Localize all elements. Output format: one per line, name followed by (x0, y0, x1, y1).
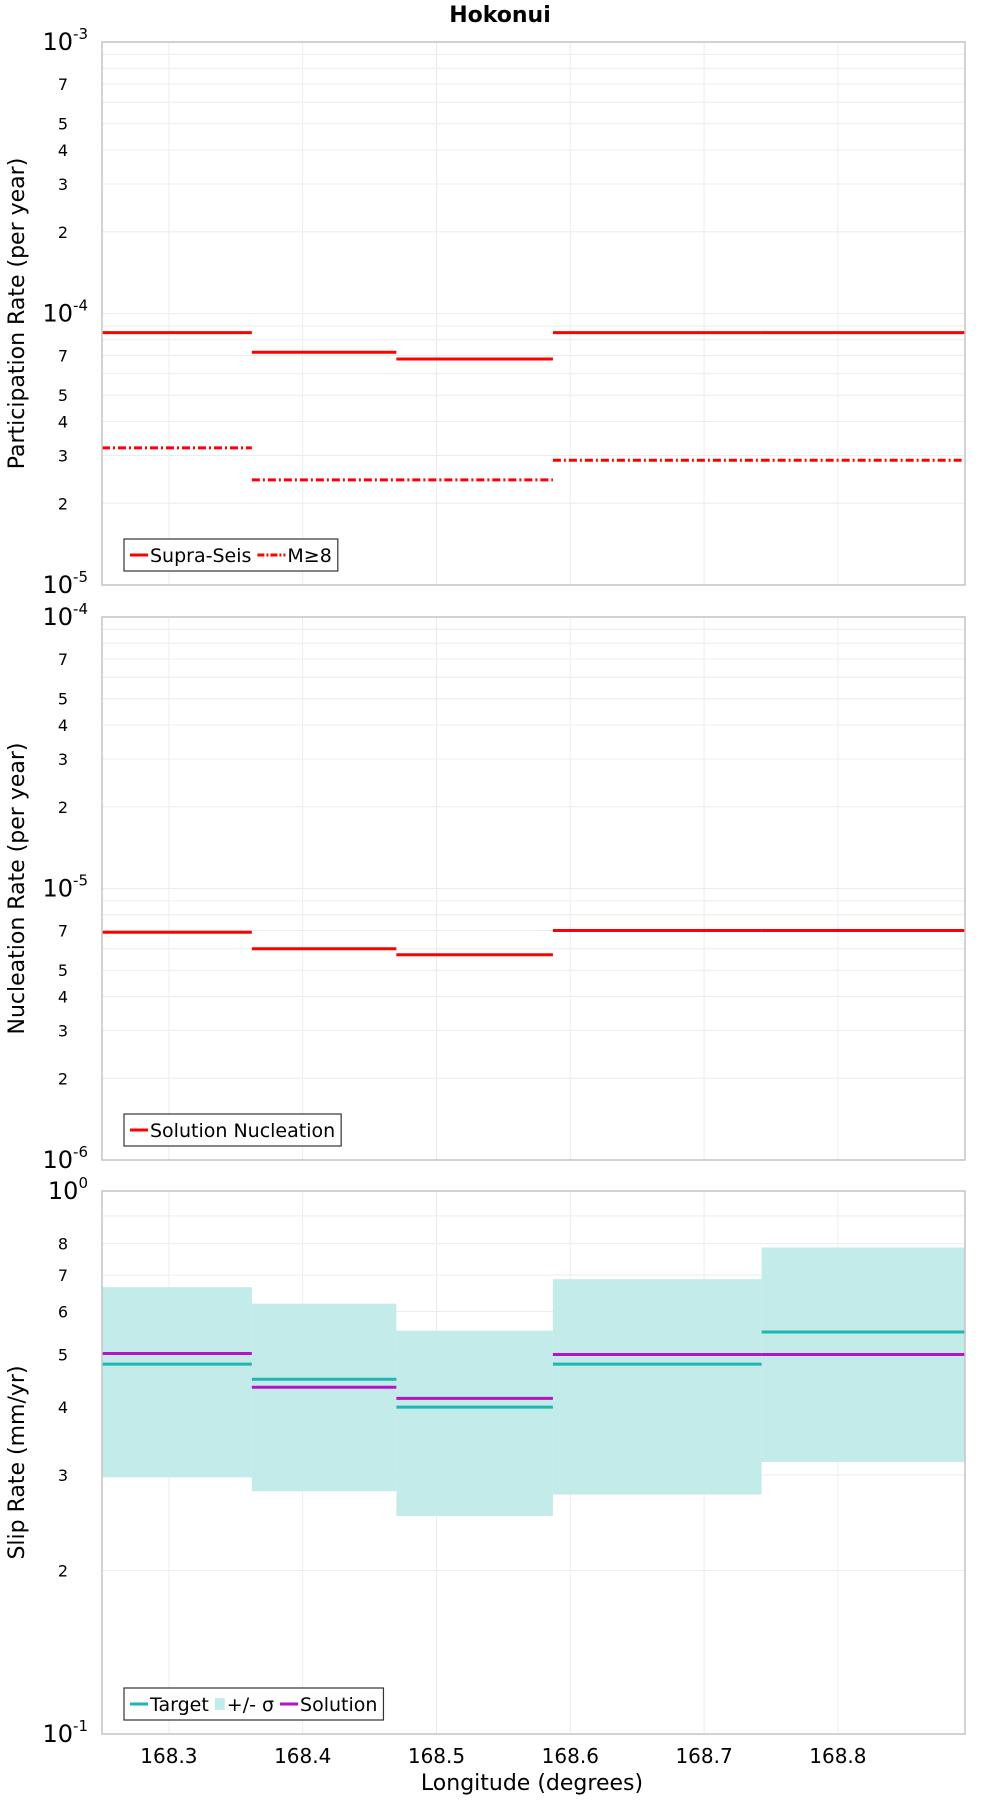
legend-box (123, 1113, 342, 1147)
legend-label: M≥8 (287, 545, 331, 567)
chart-panel-1: 10-5 2 3 4 5 7 10-4 2 3 4 5 7 10-3 Participation Rate… (5, 25, 966, 599)
chart-panel-3: 10-1 2 3 4 5 6 7 8 100 Slip Rate (mm/yr) Target +/-… (5, 1174, 966, 1748)
y-tick-label: 5 (58, 961, 68, 980)
y-tick-label: 2 (58, 1562, 68, 1581)
y-tick-label: 10-6 (42, 1143, 88, 1174)
x-axis-label: Longitude (degrees) (421, 1771, 643, 1796)
y-tick-label: 2 (58, 1069, 68, 1088)
y-tick-label: 10-5 (42, 872, 88, 903)
y-tick-label: 7 (58, 347, 68, 366)
legend: Supra-Seis M≥8 (123, 538, 339, 572)
y-tick-label: 2 (58, 494, 68, 513)
y-tick-label: 10-1 (42, 1717, 88, 1748)
band-segment (102, 1287, 252, 1478)
y-tick-label: 4 (58, 413, 68, 432)
y-tick-label: 7 (58, 650, 68, 669)
y-tick-label: 10-4 (42, 600, 88, 631)
y-tick-label: 5 (58, 115, 68, 134)
legend-swatch (214, 1698, 225, 1710)
y-tick-label: 2 (58, 223, 68, 242)
y-tick-label: 6 (58, 1302, 68, 1321)
y-tick-label: 5 (58, 386, 68, 405)
legend-label: Supra-Seis (150, 545, 251, 567)
x-tick-label: 168.6 (542, 1744, 599, 1768)
y-tick-label: 5 (58, 690, 68, 709)
y-tick-label: 4 (58, 1398, 68, 1417)
y-axis-label: Slip Rate (mm/yr) (5, 1365, 30, 1559)
legend: Target +/- σ Solution (123, 1687, 385, 1721)
y-tick-label: 5 (58, 1345, 68, 1364)
band-segment (251, 1303, 397, 1492)
legend-box (123, 1687, 385, 1721)
chart-title: Hokonui (449, 3, 551, 28)
y-axis-label: Nucleation Rate (per year) (5, 743, 30, 1035)
legend-label: Solution (300, 1694, 377, 1716)
plot-frame (101, 41, 966, 586)
legend-label: Solution Nucleation (150, 1120, 335, 1142)
band-segment (552, 1279, 762, 1495)
y-tick-label: 3 (58, 175, 68, 194)
y-tick-label: 4 (58, 988, 68, 1007)
y-tick-label: 10-5 (42, 568, 88, 599)
y-tick-label: 3 (58, 1021, 68, 1040)
chart-panel-2: 10-6 2 3 4 5 7 10-5 2 3 4 5 7 10-4 Nucleation Rate (p… (5, 600, 966, 1174)
x-tick-label: 168.4 (274, 1744, 331, 1768)
y-tick-label: 3 (58, 1466, 68, 1485)
legend-label: +/- σ (227, 1694, 274, 1716)
y-tick-label: 8 (58, 1235, 68, 1254)
y-tick-label: 3 (58, 446, 68, 465)
x-tick-label: 168.5 (408, 1744, 465, 1768)
y-tick-label: 7 (58, 922, 68, 941)
y-tick-label: 10-3 (42, 25, 88, 56)
y-tick-label: 7 (58, 1266, 68, 1285)
y-tick-label: 4 (58, 716, 68, 735)
x-tick-label: 168.3 (140, 1744, 197, 1768)
legend: Solution Nucleation (123, 1113, 342, 1147)
y-tick-label: 7 (58, 75, 68, 94)
y-tick-label: 2 (58, 798, 68, 817)
y-tick-label: 100 (48, 1174, 88, 1205)
y-tick-label: 10-4 (42, 297, 88, 328)
chart-panels: 10-5 2 3 4 5 7 10-4 2 3 4 5 7 10-3 Participation Rate… (5, 25, 966, 1768)
x-tick-label: 168.7 (675, 1744, 732, 1768)
x-tick-label: 168.8 (809, 1744, 866, 1768)
legend-box (123, 538, 339, 572)
y-axis-label: Participation Rate (per year) (5, 158, 30, 470)
band-segment (396, 1330, 553, 1517)
y-tick-label: 3 (58, 750, 68, 769)
y-tick-label: 4 (58, 141, 68, 160)
plot-frame (101, 616, 966, 1161)
legend-label: Target (149, 1694, 209, 1716)
plot-frame (101, 1190, 966, 1735)
